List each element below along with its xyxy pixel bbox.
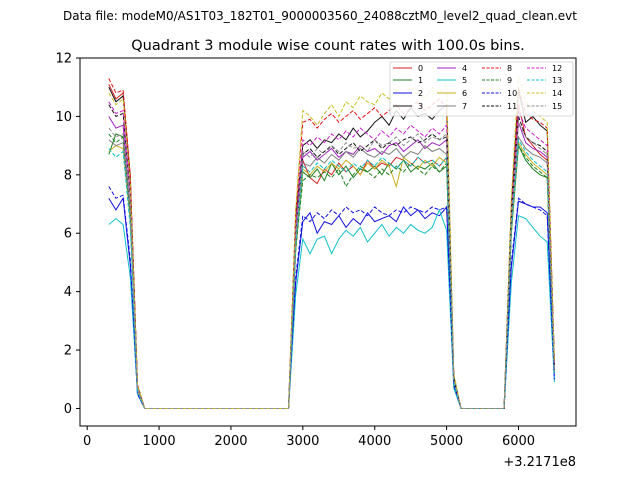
legend-box bbox=[389, 61, 574, 117]
y-tick-label: 4 bbox=[64, 285, 72, 300]
series-layer bbox=[108, 75, 555, 409]
y-tick-label: 12 bbox=[55, 52, 72, 67]
x-tick-label: 4000 bbox=[358, 434, 391, 449]
y-tick-label: 2 bbox=[64, 344, 72, 359]
x-tick-label: 0 bbox=[83, 434, 91, 449]
legend-label-11: 11 bbox=[507, 102, 517, 111]
x-tick-label: 1000 bbox=[143, 434, 176, 449]
y-tick-label: 8 bbox=[64, 168, 72, 183]
y-tick-label: 0 bbox=[64, 402, 72, 417]
legend-label-15: 15 bbox=[552, 102, 562, 111]
plot-frame bbox=[79, 57, 577, 427]
x-axis: 0 1000 2000 3000 4000 5000 6000 bbox=[83, 426, 535, 449]
legend-label-8: 8 bbox=[507, 64, 512, 73]
legend-label-7: 7 bbox=[462, 102, 467, 111]
legend-label-13: 13 bbox=[552, 76, 562, 85]
legend-label-1: 1 bbox=[418, 76, 423, 85]
legend-label-5: 5 bbox=[462, 76, 467, 85]
x-tick-label: 3000 bbox=[286, 434, 319, 449]
y-tick-label: 10 bbox=[55, 110, 72, 125]
series-line-15 bbox=[108, 120, 555, 409]
legend-label-4: 4 bbox=[462, 64, 467, 73]
figure-suptitle: Data file: modeM0/AS1T03_182T01_90000035… bbox=[63, 9, 577, 23]
y-axis: 0 2 4 6 8 10 12 bbox=[55, 52, 80, 417]
series-line-12 bbox=[108, 101, 555, 409]
x-offset-label: +3.2171e8 bbox=[503, 455, 576, 470]
legend-label-3: 3 bbox=[418, 102, 423, 111]
x-tick-label: 2000 bbox=[214, 434, 247, 449]
legend-label-12: 12 bbox=[552, 64, 562, 73]
x-tick-label: 6000 bbox=[502, 434, 535, 449]
legend-label-14: 14 bbox=[552, 89, 562, 98]
x-tick-label: 5000 bbox=[430, 434, 463, 449]
chart-title: Quadrant 3 module wise count rates with … bbox=[131, 38, 525, 54]
y-tick-label: 6 bbox=[64, 227, 72, 242]
legend-label-2: 2 bbox=[418, 89, 423, 98]
legend-label-9: 9 bbox=[507, 76, 512, 85]
legend-label-6: 6 bbox=[462, 89, 467, 98]
legend-label-10: 10 bbox=[507, 89, 517, 98]
legend-label-0: 0 bbox=[418, 64, 423, 73]
